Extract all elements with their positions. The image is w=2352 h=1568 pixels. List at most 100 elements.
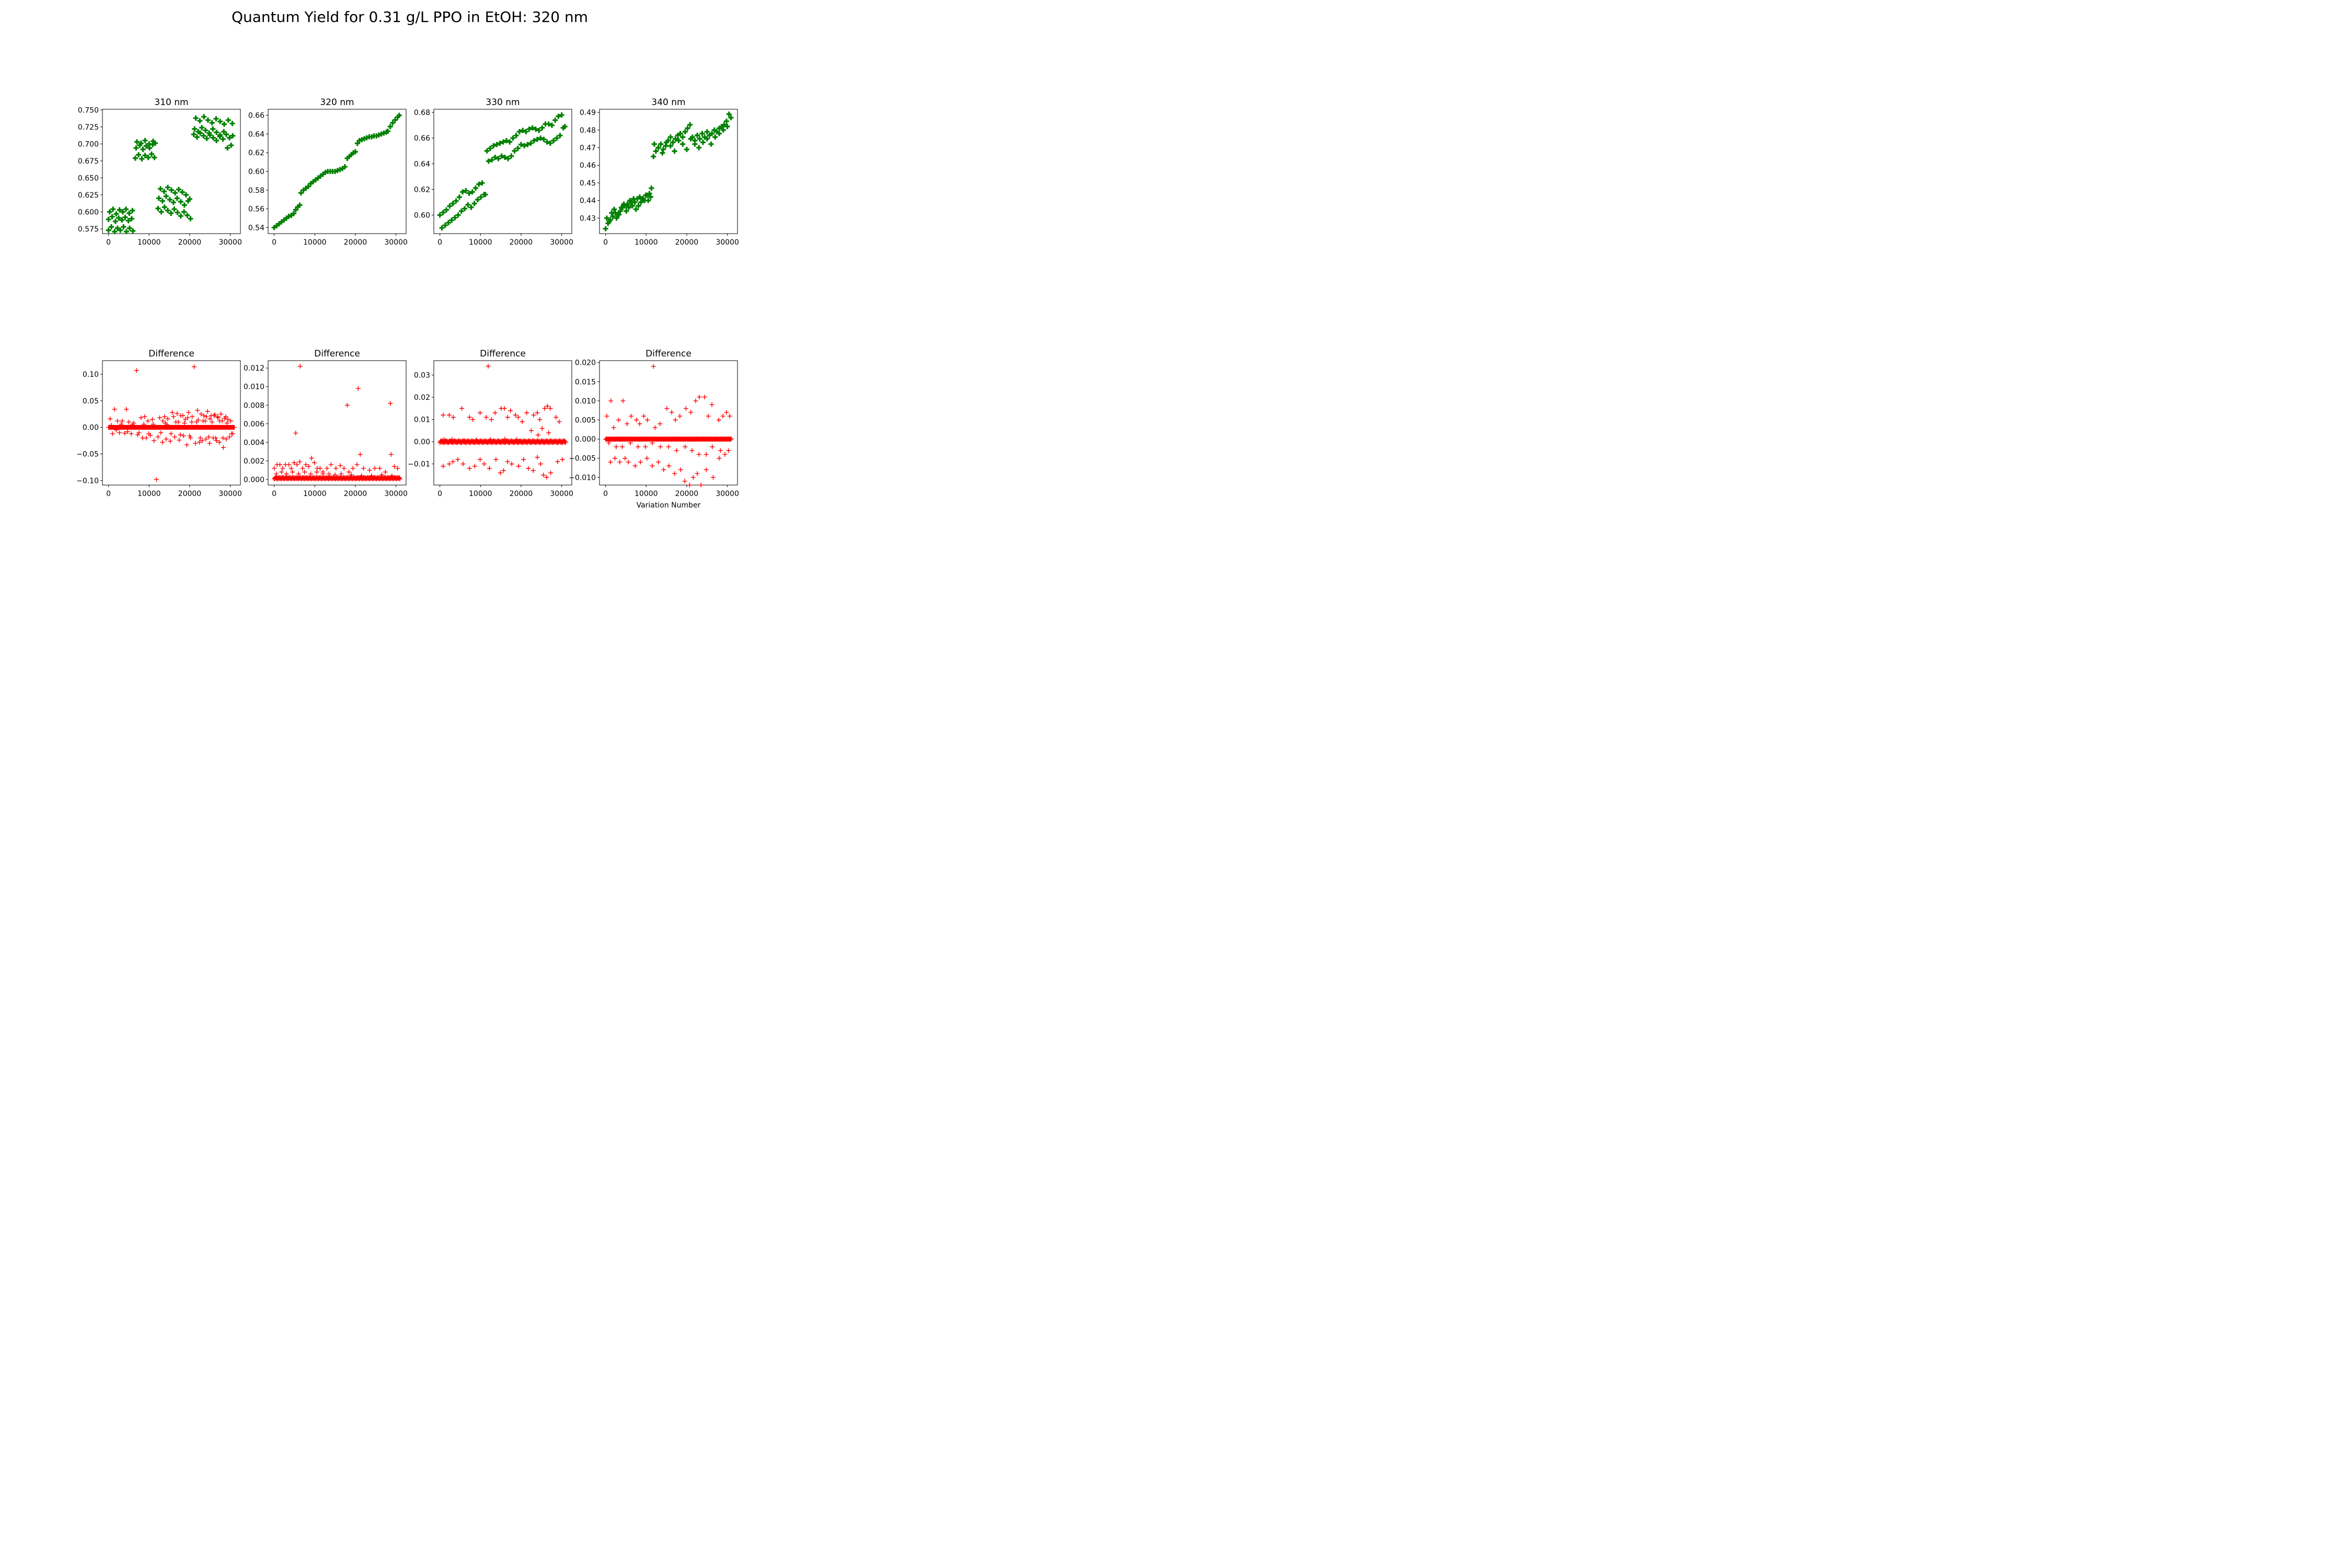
data-point: [175, 210, 180, 215]
data-point: [649, 186, 654, 191]
data-point: [191, 364, 197, 370]
data-point: [556, 113, 561, 119]
data-point: [498, 470, 503, 476]
data-point: [604, 215, 609, 221]
data-point: [197, 440, 202, 445]
data-point: [179, 189, 185, 195]
data-point: [165, 416, 170, 421]
y-tick-label: 0.020: [575, 359, 596, 367]
x-tick-label: 20000: [178, 238, 202, 247]
data-point: [107, 209, 112, 215]
subplot-title: Difference: [314, 349, 360, 359]
data-point: [628, 440, 633, 445]
subplot-6: Difference 0 10000 20000 30000 0.000 0.002 0.00…: [244, 349, 408, 498]
data-point: [664, 140, 670, 145]
data-point: [678, 467, 683, 472]
data-point: [185, 415, 190, 420]
data-point: [193, 115, 199, 121]
data-point: [724, 118, 730, 124]
data-point: [201, 418, 206, 423]
data-point: [493, 457, 499, 462]
data-point: [215, 415, 221, 420]
data-point: [539, 426, 545, 431]
data-point: [305, 183, 311, 189]
subplot-title: Difference: [148, 349, 194, 359]
data-point: [502, 436, 508, 442]
data-point: [677, 413, 683, 419]
data-point: [328, 462, 333, 467]
figure-canvas: Quantum Yield for 0.31 g/L PPO in EtOH: …: [76, 8, 739, 510]
data-point: [151, 422, 156, 427]
data-point: [544, 139, 550, 145]
data-point: [156, 195, 162, 201]
x-tick-label: 30000: [218, 490, 242, 498]
data-point: [727, 413, 732, 419]
data-point: [195, 417, 201, 422]
y-tick-label: 0.000: [575, 435, 596, 444]
data-point: [385, 129, 391, 134]
data-point: [481, 192, 487, 198]
data-point: [481, 462, 487, 467]
data-point: [716, 418, 721, 423]
data-point: [535, 455, 540, 460]
data-point: [168, 439, 173, 444]
data-point: [187, 196, 192, 202]
data-point: [212, 412, 217, 417]
data-point: [682, 479, 687, 484]
data-point: [516, 129, 522, 134]
data-point: [134, 139, 140, 145]
data-point: [516, 464, 521, 469]
data-point: [152, 155, 157, 160]
data-point: [625, 421, 630, 426]
data-point: [509, 462, 514, 467]
data-point: [525, 142, 531, 147]
data-point: [143, 143, 149, 149]
data-point: [176, 419, 181, 424]
y-tick-label: 0.58: [248, 187, 264, 195]
x-tick-label: 30000: [384, 238, 408, 247]
data-point: [636, 203, 641, 209]
data-point: [693, 398, 698, 403]
data-point: [308, 471, 314, 477]
data-point: [514, 437, 520, 442]
data-point: [541, 472, 546, 478]
data-point: [344, 402, 350, 408]
y-tick-label: 0.66: [414, 134, 430, 143]
data-point: [134, 368, 139, 373]
data-point: [465, 202, 471, 207]
data-point: [221, 121, 227, 127]
data-point: [551, 138, 557, 144]
y-tick-label: 0.48: [580, 126, 596, 135]
data-point: [445, 220, 451, 226]
data-point: [358, 452, 363, 457]
data-point: [704, 136, 710, 142]
data-point: [215, 414, 221, 419]
data-point: [122, 214, 128, 220]
data-point: [297, 202, 303, 208]
x-tick-label: 30000: [716, 238, 739, 247]
data-point: [359, 473, 364, 478]
data-point: [687, 482, 692, 488]
data-point: [721, 122, 727, 128]
data-point: [526, 126, 532, 132]
data-point: [228, 142, 234, 148]
data-point: [538, 135, 544, 141]
data-point: [709, 402, 714, 407]
data-point: [505, 459, 510, 464]
data-point: [702, 395, 707, 400]
data-point: [650, 440, 655, 445]
data-point: [651, 154, 656, 159]
data-point: [152, 141, 158, 146]
data-point: [164, 436, 169, 442]
x-tick-label: 0: [603, 490, 608, 498]
data-point: [672, 148, 677, 154]
data-point: [175, 411, 180, 416]
data-point: [688, 410, 694, 415]
data-point: [199, 125, 205, 131]
data-point: [528, 428, 534, 433]
data-point: [626, 205, 631, 211]
data-point: [159, 198, 165, 204]
data-point: [606, 440, 612, 445]
data-point: [695, 471, 700, 476]
data-point: [697, 395, 702, 400]
